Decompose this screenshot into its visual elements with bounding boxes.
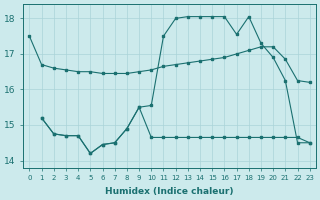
X-axis label: Humidex (Indice chaleur): Humidex (Indice chaleur) (105, 187, 234, 196)
